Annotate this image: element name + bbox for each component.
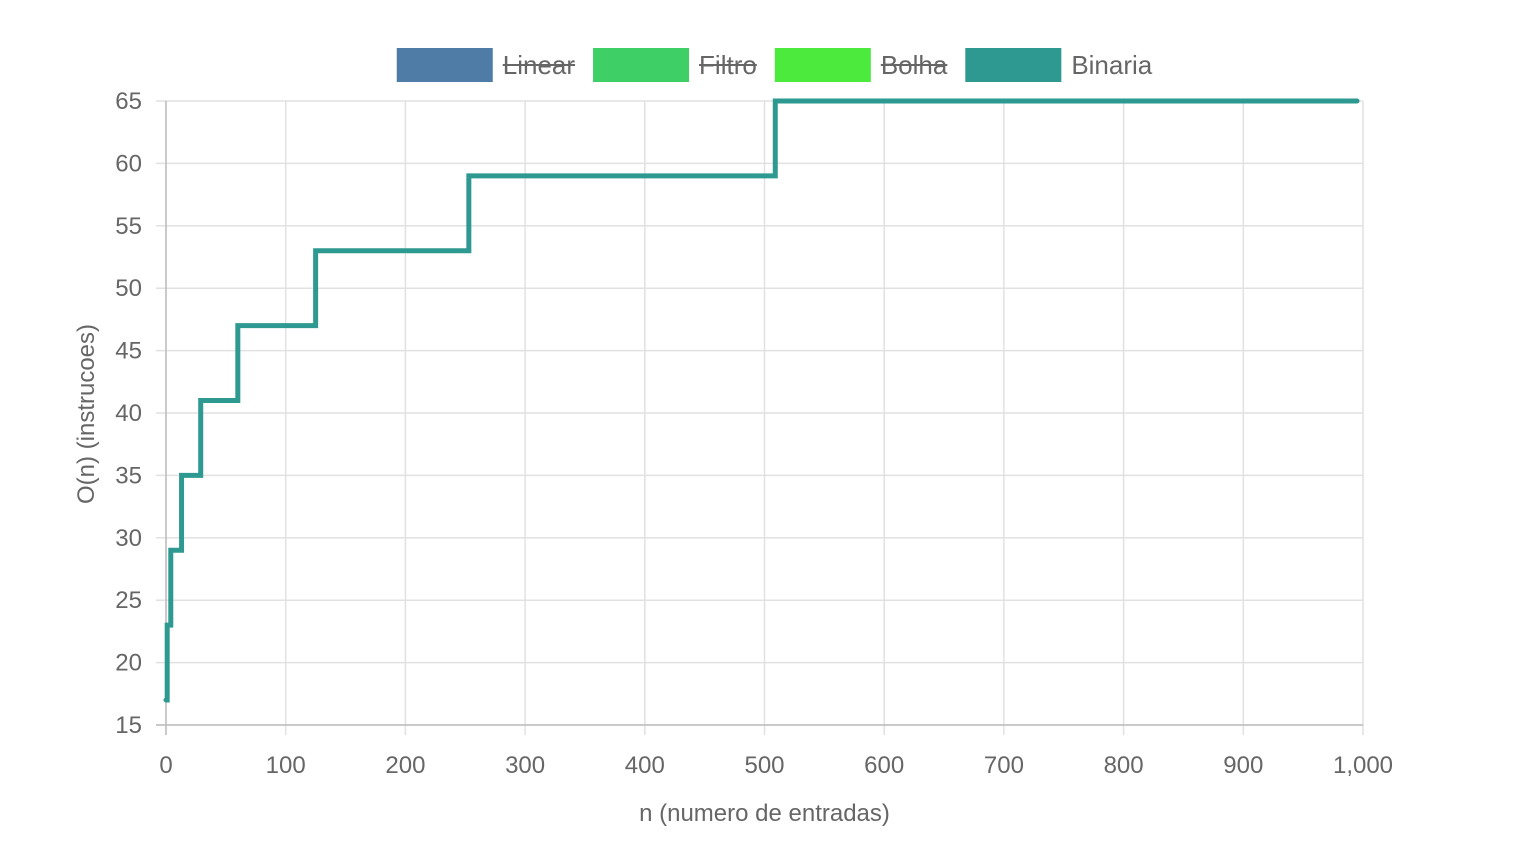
y-axis-ticks: 15 20 25 30 35 40 45 50 55 60 65: [115, 88, 142, 739]
x-axis-ticks: 0 100 200 300 400 500 600 700 800 900 1,000: [159, 752, 1393, 779]
x-tick-label: 0: [159, 752, 172, 779]
legend-label: Binaria: [1071, 50, 1152, 80]
y-tick-label: 45: [115, 338, 142, 365]
y-tick-label: 60: [115, 150, 142, 177]
x-tick-label: 1,000: [1333, 752, 1393, 779]
y-tick-label: 55: [115, 213, 142, 240]
y-tick-label: 40: [115, 400, 142, 427]
legend-item-linear[interactable]: Linear: [396, 48, 576, 82]
legend-swatch: [396, 48, 493, 82]
x-tick-label: 100: [266, 752, 306, 779]
legend-item-binaria[interactable]: Binaria: [965, 48, 1153, 82]
x-tick-label: 200: [385, 752, 425, 779]
x-gridlines: [165, 101, 1364, 735]
legend-item-bolha[interactable]: Bolha: [774, 48, 948, 82]
y-axis-title: O(n) (instrucoes): [73, 324, 100, 504]
y-tick-label: 15: [115, 712, 142, 739]
y-tick-label: 50: [115, 275, 142, 302]
legend-swatch: [965, 48, 1062, 82]
series-line-binaria: [163, 98, 1360, 703]
x-tick-label: 800: [1104, 752, 1144, 779]
x-tick-label: 600: [864, 752, 904, 779]
y-gridlines: [156, 100, 1363, 726]
x-tick-label: 400: [625, 752, 665, 779]
y-tick-label: 25: [115, 587, 142, 614]
x-tick-label: 300: [505, 752, 545, 779]
legend-swatch: [774, 48, 871, 82]
legend[interactable]: Linear Filtro Bolha Binaria: [396, 48, 1153, 82]
y-tick-label: 35: [115, 462, 142, 489]
series-layer: [163, 98, 1360, 703]
y-tick-label: 65: [115, 88, 142, 115]
y-tick-label: 20: [115, 650, 142, 677]
x-tick-label: 900: [1223, 752, 1263, 779]
x-tick-label: 700: [984, 752, 1024, 779]
legend-item-filtro[interactable]: Filtro: [593, 48, 757, 82]
y-tick-label: 30: [115, 525, 142, 552]
legend-swatch: [593, 48, 690, 82]
x-tick-label: 500: [744, 752, 784, 779]
x-axis-title: n (numero de entradas): [639, 800, 890, 827]
